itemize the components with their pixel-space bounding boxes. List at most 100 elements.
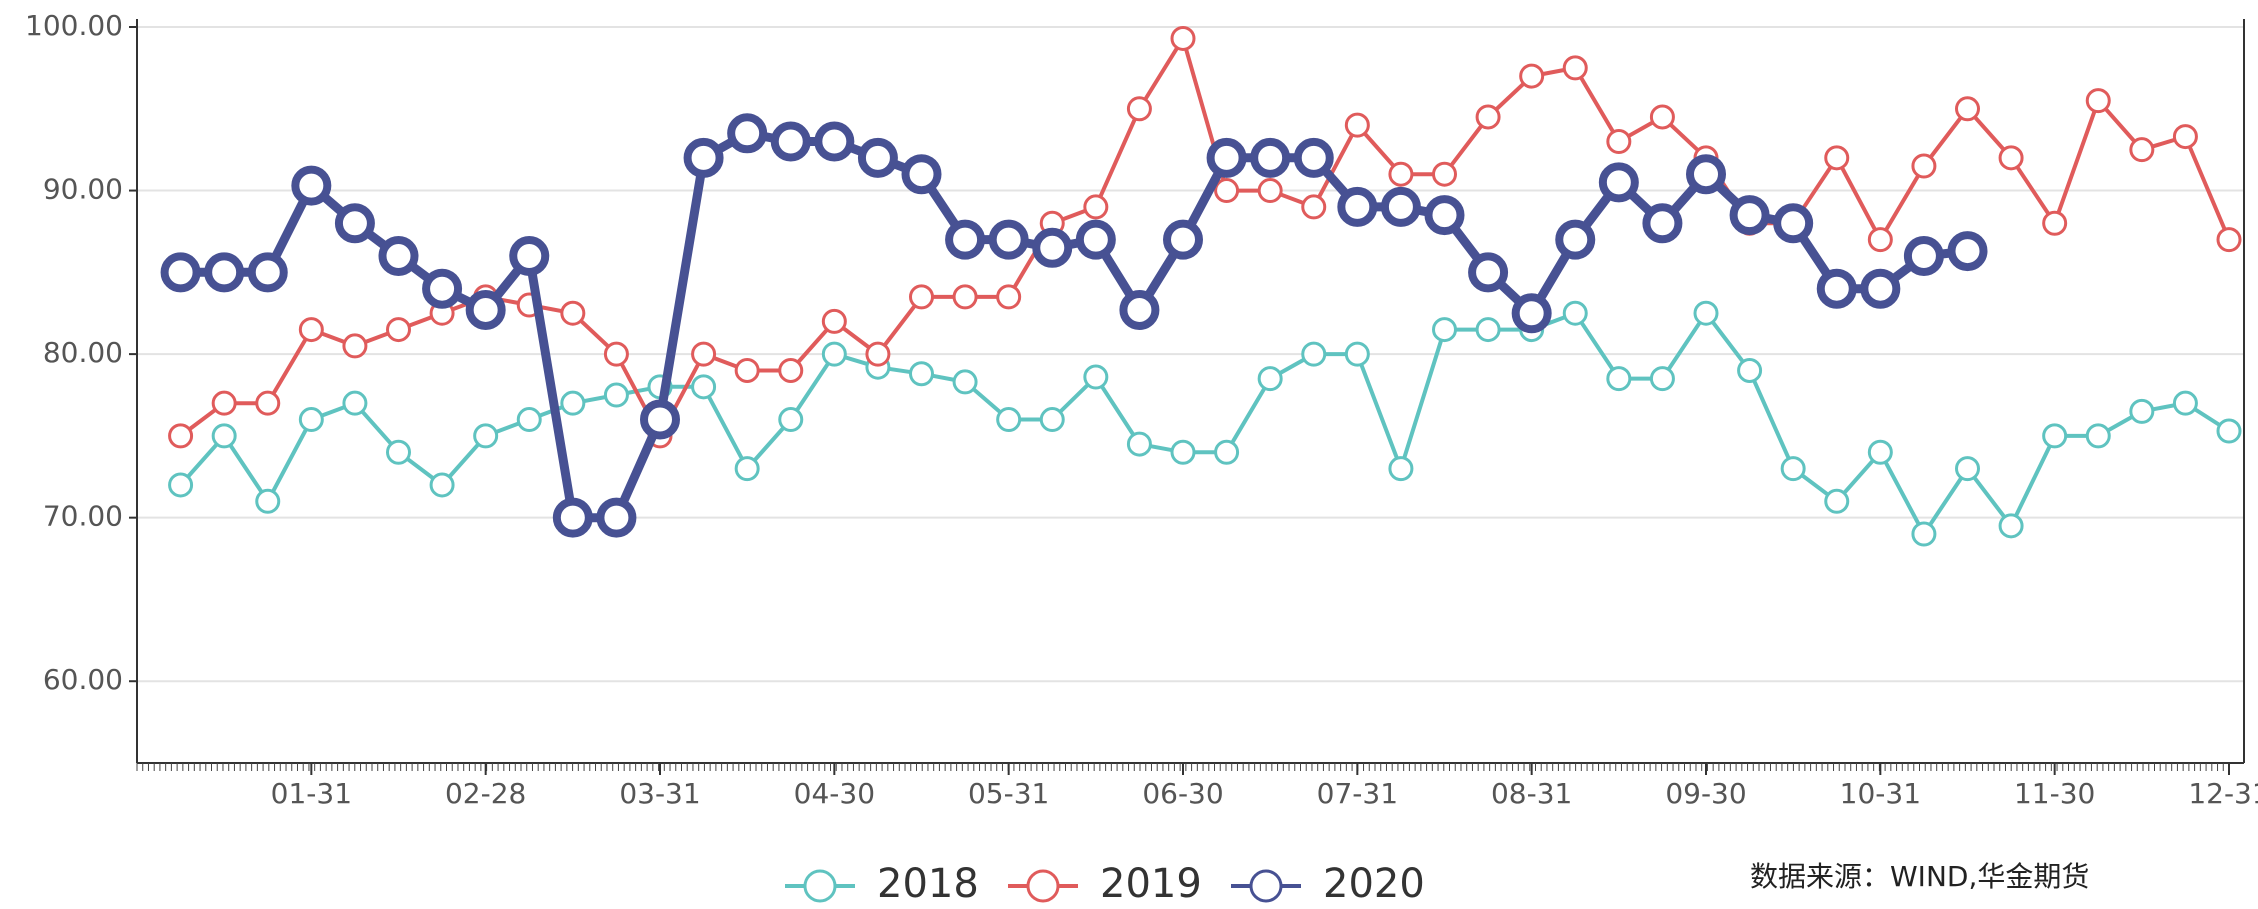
point [1126,96,1152,122]
point [1737,357,1763,383]
point [1598,162,1639,203]
point [1686,154,1726,195]
point [2085,423,2111,449]
point [1206,137,1247,178]
point [509,235,550,276]
point [2172,390,2198,416]
legend-label: 2018 [877,861,979,907]
x-tick-label: 01-31 [271,777,352,810]
point [1344,112,1370,138]
legend-label: 2019 [1100,861,1202,907]
point [516,407,542,433]
point [1867,439,1893,465]
point [2172,124,2198,150]
point [1773,203,1814,244]
point [1947,231,1988,272]
x-tick-label: 09-30 [1665,777,1746,810]
x-tick-label: 02-28 [445,777,526,810]
point [1824,145,1850,171]
x-tick-label: 03-31 [619,777,700,810]
point [2129,137,2155,163]
point [560,390,586,416]
point [1301,341,1327,367]
point [168,423,194,449]
point [691,341,717,367]
legend-marker [803,869,837,903]
point [422,268,463,309]
point [247,252,288,293]
y-tick-label: 90.00 [43,173,123,206]
point [1511,293,1552,334]
point [291,165,332,206]
point [2216,227,2242,253]
point [1824,488,1850,514]
point [603,382,629,408]
point [1337,186,1378,227]
point [988,219,1029,260]
y-tick-label: 70.00 [43,500,123,533]
x-tick-label: 08-31 [1491,777,1572,810]
point [465,289,506,330]
point [1032,227,1073,268]
legend-marker [1026,869,1060,903]
point [901,154,942,195]
point [1083,194,1109,220]
point [1860,268,1901,309]
point [1867,227,1893,253]
point [2216,418,2242,444]
point [1911,153,1937,179]
point [1562,55,1588,81]
point [1911,521,1937,547]
point [255,390,281,416]
point [342,333,368,359]
point [1475,104,1501,130]
x-tick-label: 12-31 [2188,777,2258,810]
point [734,456,760,482]
y-tick-label: 60.00 [43,663,123,696]
point [1998,145,2024,171]
point [909,361,934,387]
point [1555,219,1596,260]
point [770,121,811,162]
point [1424,195,1465,236]
point [473,423,499,449]
point [1039,407,1065,433]
legend-marker [1249,869,1283,903]
point [683,137,724,178]
point [857,137,898,178]
point [778,407,804,433]
legend-label: 2020 [1323,861,1425,907]
point [1119,289,1160,330]
point [865,341,891,367]
point [734,357,760,383]
point [211,423,237,449]
point [378,235,419,276]
point [334,203,375,244]
point [342,390,368,416]
point [168,472,194,498]
y-tick-label: 80.00 [43,336,123,369]
source-note: 数据来源：WIND,华金期货 [1750,860,2089,893]
point [1519,63,1545,89]
x-tick-label: 06-30 [1142,777,1223,810]
point [1432,317,1457,343]
point [1170,25,1196,51]
point [560,300,586,326]
point [1649,366,1675,392]
x-tick-label: 11-30 [2014,777,2095,810]
point [429,472,455,498]
point [1729,195,1770,236]
point [552,497,593,538]
point [386,439,411,465]
point [691,374,717,400]
point [1468,252,1509,293]
point [1075,219,1116,260]
point [1475,317,1501,343]
point [2085,88,2111,114]
point [1388,161,1414,187]
point [255,488,281,514]
point [298,317,324,343]
point [1816,268,1857,309]
point [1903,235,1944,276]
